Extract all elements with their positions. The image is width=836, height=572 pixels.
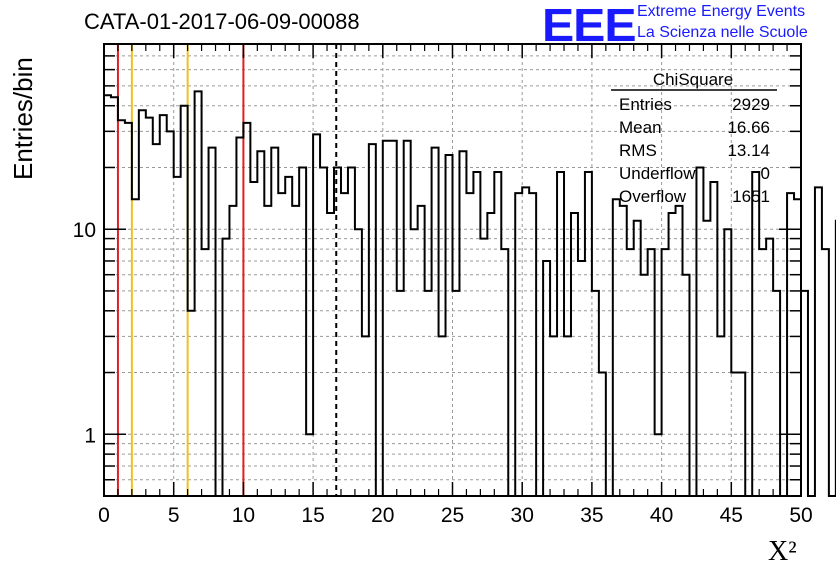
x-tick-label: 35 — [580, 504, 603, 527]
stats-box: ChiSquare Entries 2929 Mean 16.66 RMS 13… — [611, 70, 777, 206]
logo-line-1: Extreme Energy Events — [637, 3, 806, 20]
x-tick-label: 30 — [511, 504, 534, 527]
logo-line-2: La Scienza nelle Scuole — [637, 24, 808, 41]
grid-layer — [104, 43, 801, 497]
x-tick-label: 0 — [98, 504, 110, 527]
x-tick-label: 25 — [441, 504, 464, 527]
eee-logo: EEE — [542, 0, 637, 51]
y-tick-label: 10 — [73, 219, 96, 242]
stats-value: 2929 — [732, 95, 770, 114]
histogram-line — [104, 90, 836, 497]
reference-lines — [116, 44, 338, 496]
stats-value: 13.14 — [727, 141, 770, 160]
tick-labels: 0 5 10 15 20 25 30 35 40 45 50 1 10 — [73, 219, 813, 527]
x-tick-label: 50 — [789, 504, 812, 527]
axis-ticks — [103, 43, 802, 497]
stats-label: RMS — [619, 141, 657, 160]
x-tick-label: 45 — [720, 504, 743, 527]
stats-label: Entries — [619, 95, 672, 114]
x-tick-label: 15 — [301, 504, 324, 527]
stats-title: ChiSquare — [653, 70, 733, 89]
stats-value: 1651 — [732, 187, 770, 206]
stats-value: 16.66 — [727, 118, 770, 137]
x-tick-label: 20 — [371, 504, 394, 527]
x-tick-label: 5 — [168, 504, 180, 527]
y-tick-label: 1 — [84, 424, 96, 447]
stats-value: 0 — [761, 164, 770, 183]
stats-label: Mean — [619, 118, 662, 137]
y-axis-label: Entries/bin — [8, 57, 38, 180]
plot-title: CATA-01-2017-06-09-00088 — [84, 9, 360, 34]
x-axis-label: X² — [768, 536, 797, 567]
x-tick-label: 10 — [232, 504, 255, 527]
stats-label: Overflow — [619, 187, 687, 206]
x-tick-label: 40 — [650, 504, 673, 527]
stats-label: Underflow — [619, 164, 696, 183]
